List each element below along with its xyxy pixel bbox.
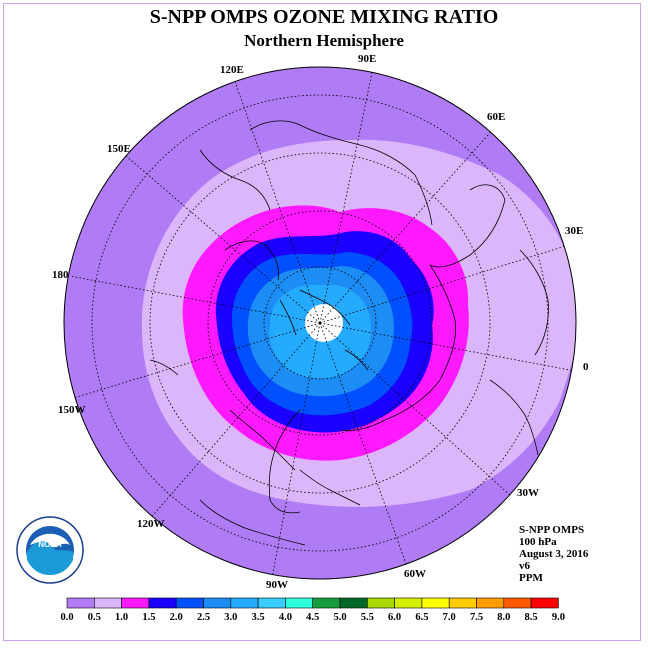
lon-label-90w: 90W [266,579,288,591]
colorbar-tick-label: 8.5 [525,612,538,623]
lon-label-60e: 60E [487,111,505,123]
lon-label-30e: 30E [565,225,583,237]
colorbar-tick-label: 7.5 [470,612,483,623]
colorbar-tick-label: 8.0 [497,612,510,623]
colorbar-box [476,597,505,609]
colorbar-tick-label: 6.0 [388,612,401,623]
colorbar-box [312,597,341,609]
colorbar-tick-label: 2.5 [197,612,210,623]
lon-label-60w: 60W [404,568,426,580]
colorbar-box [257,597,286,609]
colorbar-tick-label: 9.0 [552,612,565,623]
info-instrument: S-NPP OMPS [519,524,585,536]
colorbar-box [503,597,532,609]
colorbar-tick-label: 1.5 [142,612,155,623]
colorbar-tick-label: 4.0 [279,612,292,623]
colorbar-tick-label: 1.0 [115,612,128,623]
lon-label-120e: 120E [220,64,244,76]
colorbar-box [175,597,204,609]
colorbar-tick-label: 2.0 [170,612,183,623]
lon-label-150w: 150W [58,404,86,416]
colorbar-box [339,597,368,609]
svg-text:NOAA: NOAA [38,540,62,549]
info-date: August 3, 2016 [519,548,589,560]
colorbar-box [203,597,232,609]
colorbar-box [94,597,122,609]
polar-data-gap [305,304,343,342]
colorbar-box [66,597,95,609]
map-border [63,66,577,580]
colorbar-box [530,597,559,609]
info-units: PPM [519,572,543,584]
colorbar-labels: 0.0 0.5 1.0 1.5 2.0 2.5 3.0 3.5 4.0 4.5 5.0 5.5 6.0 6… [60,612,565,623]
lon-label-30w: 30W [517,487,539,499]
colorbar-box [366,597,395,609]
lon-label-180: 180 [52,269,69,281]
map-title: S-NPP OMPS OZONE MIXING RATIO [149,6,499,28]
colorbar-boxes [66,597,559,609]
colorbar-tick-label: 4.5 [306,612,319,623]
graticule [66,67,576,579]
colorbar-tick-label: 3.0 [224,612,237,623]
colorbar-box [121,597,150,609]
colorbar-tick-label: 5.5 [361,612,374,623]
map-subtitle: Northern Hemisphere [244,31,404,50]
colorbar-tick-label: 7.0 [443,612,456,623]
colorbar-tick-label: 6.5 [415,612,428,623]
info-block: S-NPP OMPS 100 hPa August 3, 2016 v6 PPM [519,524,588,584]
info-version: v6 [519,560,530,572]
lon-label-0: 0 [583,361,589,373]
colorbar-box [230,597,259,609]
lon-label-90e: 90E [358,53,376,65]
colorbar-tick-label: 0.5 [88,612,101,623]
colorbar-tick-label: 3.5 [252,612,265,623]
colorbar-box [448,597,477,609]
info-level: 100 hPa [519,536,557,548]
lon-label-150e: 150E [107,143,131,155]
colorbar-tick-label: 5.0 [333,612,346,623]
colorbar-box [394,597,423,609]
lon-label-120w: 120W [137,518,165,530]
colorbar-box [148,597,177,609]
figure-frame [3,3,641,641]
colorbar-box [285,597,313,609]
colorbar-box [421,597,450,609]
noaa-logo: NOAA [16,516,84,584]
ozone-field [64,67,576,579]
coastlines [149,120,549,546]
colorbar-tick-label: 0.0 [60,612,73,623]
